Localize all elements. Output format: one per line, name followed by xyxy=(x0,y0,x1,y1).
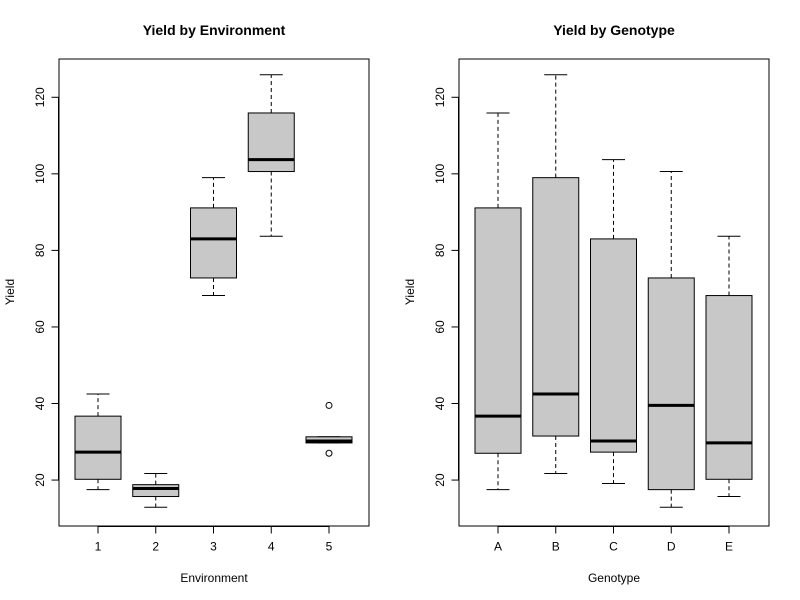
box-1 xyxy=(74,393,122,491)
x-axis-label: Genotype xyxy=(588,571,640,585)
chart-title: Yield by Environment xyxy=(143,22,286,38)
iqr-box xyxy=(247,112,295,173)
y-tick-label: 60 xyxy=(33,320,47,334)
iqr-box xyxy=(647,277,695,491)
box-A xyxy=(474,112,522,491)
x-tick-label: B xyxy=(552,540,560,554)
outlier-point xyxy=(325,449,333,457)
y-tick-label: 120 xyxy=(33,87,47,107)
y-tick-label: 120 xyxy=(433,87,447,107)
x-tick-label: A xyxy=(494,540,502,554)
iqr-box xyxy=(590,238,637,453)
environment-panel: Yield by Environment Environment Yield 2… xyxy=(3,22,370,585)
x-tick-label: 4 xyxy=(268,540,275,554)
x-axis-label: Environment xyxy=(180,571,248,585)
box-5 xyxy=(305,401,353,457)
y-tick-label: 80 xyxy=(433,243,447,257)
x-tick-label: 1 xyxy=(95,540,102,554)
box-3 xyxy=(190,177,237,297)
boxplot-marks: 20 40 60 80 100 120 1 2 3 4 5 xyxy=(33,74,353,554)
box-B xyxy=(532,74,580,475)
y-tick-label: 20 xyxy=(433,473,447,487)
iqr-box xyxy=(74,415,122,480)
x-tick-label: 3 xyxy=(210,540,217,554)
iqr-box xyxy=(190,207,237,279)
y-tick-label: 40 xyxy=(433,397,447,411)
y-axis-label: Yield xyxy=(3,279,17,305)
genotype-panel: Yield by Genotype Genotype Yield 20 40 60 8… xyxy=(403,22,770,585)
y-tick-label: 20 xyxy=(33,473,47,487)
x-tick-label: D xyxy=(667,540,676,554)
iqr-box xyxy=(474,207,522,454)
y-tick-label: 100 xyxy=(33,164,47,184)
y-tick-label: 60 xyxy=(433,320,447,334)
box-E xyxy=(705,235,753,498)
y-axis-label: Yield xyxy=(403,279,417,305)
iqr-box xyxy=(705,295,753,480)
x-tick-label: 5 xyxy=(326,540,333,554)
box-2 xyxy=(132,473,180,508)
outlier-point xyxy=(325,401,333,409)
box-D xyxy=(647,171,695,508)
x-tick-label: 2 xyxy=(152,540,159,554)
iqr-box xyxy=(132,484,180,498)
iqr-box xyxy=(532,177,580,437)
boxplot-marks: 20 40 60 80 100 120 A B C D E xyxy=(433,74,753,554)
y-tick-label: 40 xyxy=(33,397,47,411)
chart-title: Yield by Genotype xyxy=(553,22,675,38)
box-C xyxy=(590,159,637,485)
y-tick-label: 100 xyxy=(433,164,447,184)
y-tick-label: 80 xyxy=(33,243,47,257)
x-tick-label: C xyxy=(609,540,618,554)
x-tick-label: E xyxy=(725,540,733,554)
box-4 xyxy=(247,74,295,237)
